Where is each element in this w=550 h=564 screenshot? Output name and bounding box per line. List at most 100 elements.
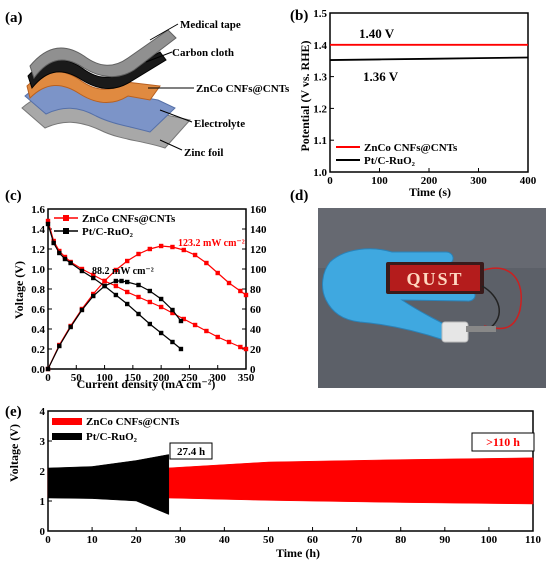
chart-b: 0 100 200 300 400 1.0 1.1 1.2 1.3 1.4 1.5 (313, 8, 537, 187)
series-marker (170, 244, 175, 250)
y-tick-label: 1.2 (313, 103, 327, 115)
x-tick-label: 350 (238, 372, 255, 384)
x-tick-label: 40 (219, 534, 231, 546)
legend-swatch-black (52, 433, 82, 440)
y-tick-label: 1.5 (313, 8, 327, 20)
led-board-display (390, 265, 480, 291)
chart-b-xlabel: Time (s) (409, 185, 451, 199)
series-marker (170, 307, 175, 313)
panel-a: (a) Medical tape Carbon cloth ZnCo CNFs@… (5, 10, 290, 159)
x-tick-label: 100 (371, 175, 388, 187)
layer-label: ZnCo CNFs@CNTs (196, 83, 290, 95)
y-tick-label: 1.2 (31, 244, 45, 256)
series-marker (119, 278, 124, 284)
series-marker (125, 301, 130, 307)
series-marker (68, 324, 73, 330)
y-tick-label: 0 (40, 526, 46, 538)
series-marker (45, 221, 51, 227)
annotation-110h: >110 h (486, 435, 520, 449)
annotation-274h: 27.4 h (177, 446, 205, 458)
x-tick-label: 250 (181, 372, 198, 384)
series-marker (91, 293, 96, 299)
y2-tick-label: 80 (250, 284, 262, 296)
x-tick-label: 90 (439, 534, 451, 546)
x-tick-label: 110 (525, 534, 541, 546)
medical-tape-layer (29, 29, 177, 80)
y-tick-label: 1.1 (313, 135, 327, 147)
legend-swatch-red (52, 418, 82, 425)
layer-label: Electrolyte (194, 118, 245, 130)
y2-tick-label: 120 (250, 244, 267, 256)
pointer-line (149, 23, 179, 41)
x-tick-label: 60 (307, 534, 319, 546)
series-marker (238, 344, 243, 350)
series-marker (158, 243, 164, 249)
series-marker (79, 268, 85, 274)
series-band (47, 454, 170, 515)
x-tick-label: 100 (96, 372, 113, 384)
y-tick-label: 1.0 (313, 167, 327, 179)
series-marker (147, 288, 153, 294)
series-marker (147, 321, 153, 327)
series-marker (125, 258, 130, 264)
x-tick-label: 30 (175, 534, 187, 546)
series-marker (192, 252, 198, 258)
panel-e: (e) 0 10 20 30 40 50 60 70 80 90 100 110 0 1 2 3 4 Volta… (5, 404, 541, 560)
x-tick-label: 80 (395, 534, 407, 546)
chart-c: 0 50 100 150 200 250 300 3500.00.20.40.60.81.01… (31, 204, 267, 384)
annotation-136v: 1.36 V (363, 69, 399, 84)
battery-device (441, 321, 469, 343)
x-tick-label: 300 (470, 175, 487, 187)
pointer-line (145, 51, 173, 63)
y-tick-label: 0.2 (31, 344, 45, 356)
series-marker (113, 278, 119, 284)
legend-label: ZnCo CNFs@CNTs (86, 416, 180, 428)
legend-label: ZnCo CNFs@CNTs (82, 213, 176, 225)
legend-label: Pt/C-RuO₂ (86, 431, 138, 443)
series-marker (226, 339, 232, 345)
y2-tick-label: 160 (250, 204, 267, 216)
series-marker (158, 330, 164, 336)
series-marker (136, 251, 141, 257)
legend-marker-red (63, 215, 69, 221)
legend-marker-black (63, 228, 69, 234)
series-marker (125, 279, 130, 285)
y2-tick-label: 0 (250, 364, 256, 376)
x-tick-label: 50 (263, 534, 275, 546)
series-marker (181, 316, 186, 322)
annotation-140v: 1.40 V (359, 26, 395, 41)
y2-tick-label: 100 (250, 264, 267, 276)
y-tick-label: 3 (40, 436, 46, 448)
chart-e-xlabel: Time (h) (276, 546, 320, 560)
series-marker (102, 283, 107, 289)
x-tick-label: 0 (45, 372, 51, 384)
series-marker (215, 334, 220, 340)
series-marker (204, 260, 209, 266)
y-tick-label: 1.4 (313, 40, 327, 52)
series-marker (147, 246, 153, 252)
pointer-line (159, 139, 183, 151)
clip-connector (466, 326, 496, 332)
x-tick-label: 50 (71, 372, 83, 384)
series-marker (158, 304, 164, 310)
y2-tick-label: 60 (250, 304, 262, 316)
series-marker (215, 270, 220, 276)
panel-d-label: (d) (290, 188, 308, 204)
panel-a-label: (a) (5, 10, 23, 26)
panel-c: (c) 0 50 100 150 200 250 300 3500.00.20.40.60.8… (5, 188, 267, 391)
znco-layer (26, 71, 161, 103)
series-marker (204, 328, 209, 334)
panel-b: (b) 0 100 200 300 400 1.0 1.1 1.2 1.3 1.4 1.5 1.40… (290, 8, 537, 199)
panel-e-label: (e) (5, 404, 22, 420)
series-marker (91, 275, 96, 281)
x-tick-label: 150 (125, 372, 142, 384)
series-marker (170, 339, 175, 345)
x-tick-label: 200 (153, 372, 170, 384)
series-line (47, 245, 247, 370)
x-tick-label: 70 (351, 534, 363, 546)
legend-label: Pt/C-RuO₂ (364, 155, 416, 167)
layer-label: Zinc foil (184, 147, 223, 159)
series-marker (178, 318, 184, 324)
y2-tick-label: 140 (250, 224, 267, 236)
